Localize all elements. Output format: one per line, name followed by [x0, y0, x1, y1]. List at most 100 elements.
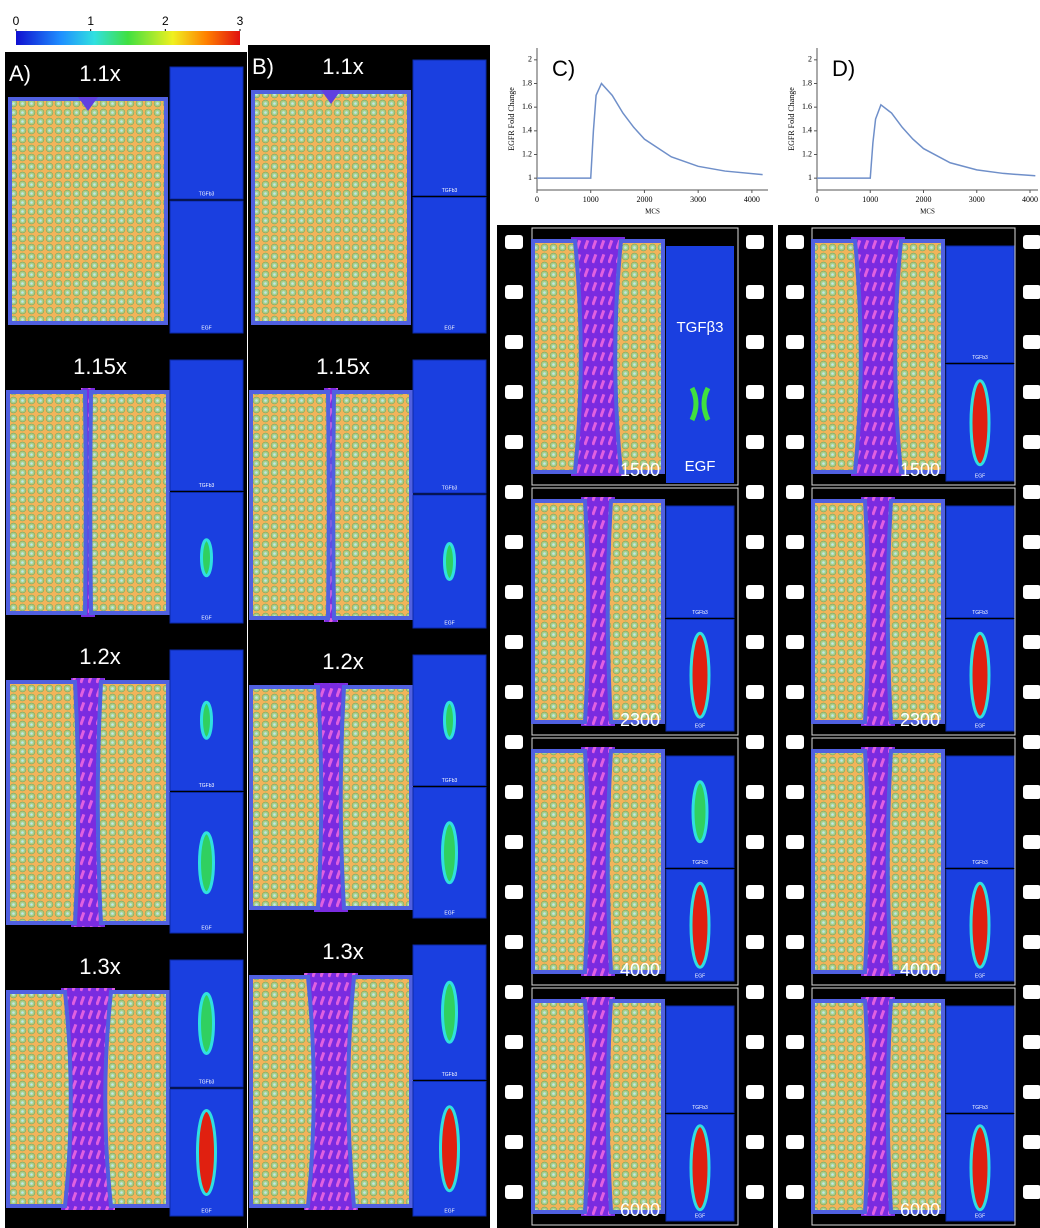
row-label: 1.3x	[322, 939, 364, 964]
sprocket	[746, 1085, 764, 1099]
colorbar-tick-label: 1	[87, 14, 94, 28]
heatmap-signal	[691, 633, 709, 717]
sprocket	[786, 885, 804, 899]
heatmap-label: TGFb3	[199, 191, 215, 197]
heatmap	[170, 201, 243, 333]
sprocket	[1023, 335, 1040, 349]
heatmap	[946, 756, 1014, 868]
heatmap-label: EGF	[975, 473, 985, 479]
heatmap-label: TGFb3	[692, 860, 708, 866]
sprocket	[746, 1185, 764, 1199]
sprocket	[746, 385, 764, 399]
y-tick-label: 1.4	[522, 126, 532, 135]
tissue-right	[98, 682, 168, 923]
y-tick-label: 1.4	[802, 126, 812, 135]
tissue-left	[8, 682, 78, 923]
sprocket	[505, 285, 523, 299]
data-line	[537, 84, 763, 179]
sprocket	[1023, 585, 1040, 599]
row-label: 1.15x	[73, 354, 127, 379]
sprocket	[1023, 985, 1040, 999]
heatmap-label: EGF	[975, 973, 985, 979]
sprocket	[786, 935, 804, 949]
sprocket	[746, 335, 764, 349]
heatmap-signal	[443, 823, 457, 883]
sprocket	[1023, 735, 1040, 749]
sprocket	[505, 1035, 523, 1049]
sprocket	[505, 535, 523, 549]
heatmap-signal	[443, 982, 457, 1042]
sprocket	[505, 685, 523, 699]
sprocket	[746, 935, 764, 949]
heatmap-label: EGF	[444, 910, 454, 916]
heatmap-label: TGFb3	[199, 783, 215, 789]
sprocket	[746, 835, 764, 849]
panel-label: D)	[832, 56, 855, 81]
heatmap-label: TGFb3	[442, 778, 458, 784]
row-label: 1.3x	[79, 954, 121, 979]
sprocket	[505, 585, 523, 599]
heatmap-signal	[691, 883, 709, 967]
x-tick-label: 0	[535, 195, 539, 204]
sprocket	[746, 535, 764, 549]
sprocket	[1023, 635, 1040, 649]
y-tick-label: 1.6	[522, 102, 532, 111]
heatmap-label: TGFb3	[442, 485, 458, 491]
sprocket	[1023, 1185, 1040, 1199]
heatmap-signal	[200, 833, 214, 893]
heatmap-label: EGF	[975, 723, 985, 729]
heatmap-label: EGF	[201, 615, 211, 621]
sprocket	[786, 535, 804, 549]
heatmap-label: TGFb3	[442, 1072, 458, 1078]
panel-label: A)	[9, 61, 31, 86]
sprocket	[746, 435, 764, 449]
sprocket	[505, 335, 523, 349]
sprocket	[505, 1135, 523, 1149]
sprocket	[746, 885, 764, 899]
tissue-left	[251, 687, 321, 908]
heatmap	[413, 198, 486, 334]
x-tick-label: 4000	[744, 195, 760, 204]
heatmap-signal	[971, 1126, 989, 1210]
sprocket	[505, 935, 523, 949]
y-axis-label: EGFR Fold Change	[507, 87, 516, 151]
sprocket	[1023, 435, 1040, 449]
tissue-right	[888, 501, 943, 722]
y-axis-label: EGFR Fold Change	[787, 87, 796, 151]
time-label: 1500	[620, 460, 660, 480]
sprocket	[746, 685, 764, 699]
tissue	[10, 99, 166, 323]
time-label: 4000	[900, 960, 940, 980]
row-label: 1.1x	[79, 61, 121, 86]
sprocket	[505, 985, 523, 999]
colorbar-tick-label: 0	[13, 14, 20, 28]
tissue-left	[813, 241, 861, 472]
heatmap-label: TGFb3	[972, 355, 988, 361]
y-tick-label: 2	[528, 55, 532, 64]
heatmap-signal	[691, 1126, 709, 1210]
sprocket	[1023, 535, 1040, 549]
heatmap-signal	[971, 381, 989, 465]
tissue-left	[813, 1001, 868, 1212]
sprocket	[1023, 1035, 1040, 1049]
sprocket	[746, 285, 764, 299]
sprocket	[1023, 485, 1040, 499]
sprocket	[786, 1185, 804, 1199]
y-tick-label: 1.6	[802, 102, 812, 111]
sprocket	[786, 335, 804, 349]
tissue-right	[608, 501, 663, 722]
sprocket	[786, 685, 804, 699]
sprocket	[746, 1035, 764, 1049]
heatmap-signal	[202, 540, 212, 576]
tissue-right	[333, 392, 411, 618]
sprocket	[746, 235, 764, 249]
heatmap-label: EGF	[444, 620, 454, 626]
heatmap-label: TGFb3	[972, 860, 988, 866]
sprocket	[505, 235, 523, 249]
sprocket	[1023, 685, 1040, 699]
heatmap	[413, 360, 486, 493]
tissue-right	[90, 392, 168, 613]
sprocket	[1023, 1135, 1040, 1149]
tissue-left	[8, 992, 71, 1206]
heatmap-label: EGF	[695, 1213, 705, 1219]
